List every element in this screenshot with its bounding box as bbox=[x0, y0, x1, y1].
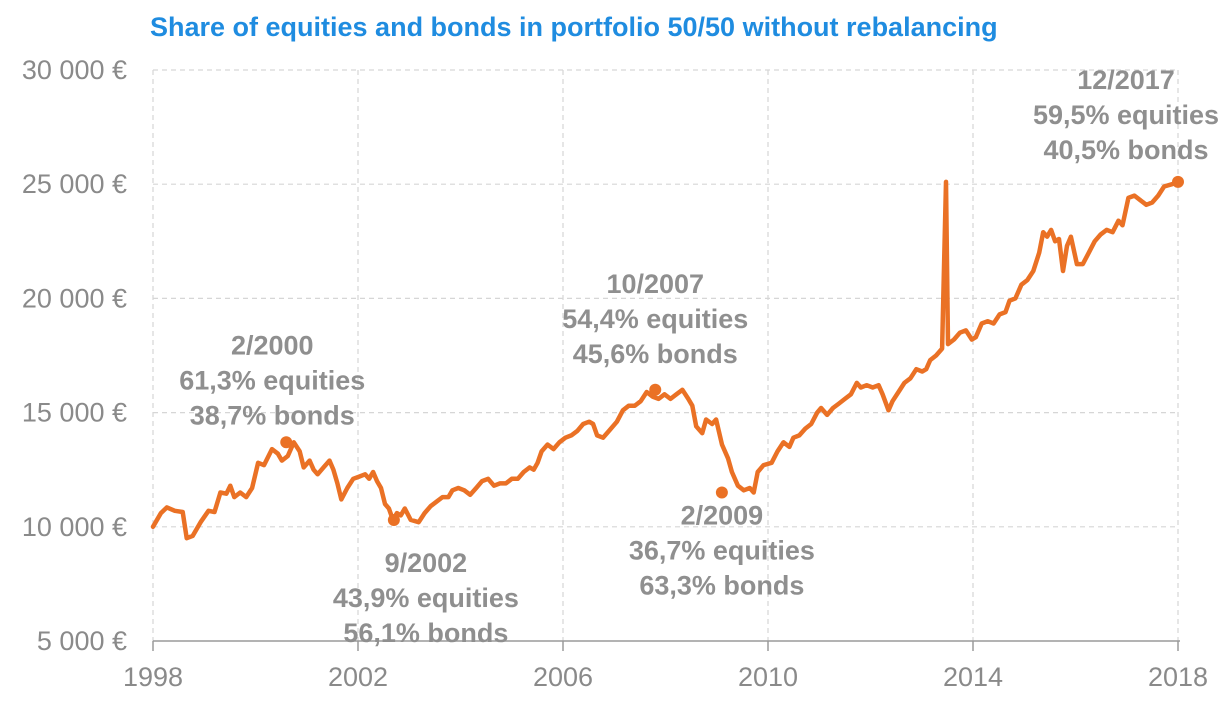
y-axis-ticks: 5 000 € 10 000 € 15 000 € 20 000 € 25 000 € 3… bbox=[22, 55, 127, 656]
y-tick-label: 5 000 € bbox=[37, 626, 127, 656]
x-tick-label: 2002 bbox=[328, 662, 388, 692]
annotations: 2/2000 61,3% equities 38,7% bonds 9/2002 43,… bbox=[179, 65, 1219, 648]
annotation-label: 45,6% bonds bbox=[573, 339, 738, 369]
y-tick-label: 25 000 € bbox=[22, 169, 127, 199]
x-tick-label: 2018 bbox=[1148, 662, 1208, 692]
chart-title: Share of equities and bonds in portfolio… bbox=[150, 12, 998, 42]
annotation-label: 38,7% bonds bbox=[190, 400, 355, 430]
annotation-dot bbox=[1172, 175, 1184, 188]
annotation-label: 63,3% bonds bbox=[639, 571, 804, 601]
annotation-label: 54,4% equities bbox=[562, 304, 748, 334]
y-tick-label: 15 000 € bbox=[22, 398, 127, 428]
annotation-label: 2/2009 bbox=[681, 501, 764, 531]
annotation-label: 59,5% equities bbox=[1033, 100, 1219, 130]
annotation-label: 36,7% equities bbox=[629, 536, 815, 566]
annotation-dot bbox=[387, 513, 400, 526]
annotation-label: 9/2002 bbox=[385, 548, 468, 578]
x-tick-label: 2010 bbox=[738, 662, 798, 692]
y-tick-label: 10 000 € bbox=[22, 512, 127, 542]
annotation-dot bbox=[715, 486, 728, 499]
annotation-label: 61,3% equities bbox=[179, 365, 365, 395]
annotation-label: 10/2007 bbox=[606, 269, 704, 299]
annotation-label: 43,9% equities bbox=[333, 583, 519, 613]
annotation-dot bbox=[649, 383, 662, 396]
x-tick-label: 2014 bbox=[943, 662, 1003, 692]
x-tick-label: 1998 bbox=[123, 662, 183, 692]
annotation-label: 40,5% bonds bbox=[1043, 135, 1208, 165]
y-tick-label: 20 000 € bbox=[22, 283, 127, 313]
annotation-label: 56,1% bonds bbox=[343, 618, 508, 648]
annotation-dot bbox=[280, 436, 293, 449]
series-line-portfolio bbox=[150, 179, 1181, 541]
y-tick-label: 30 000 € bbox=[22, 55, 127, 85]
annotation-label: 12/2017 bbox=[1077, 65, 1175, 95]
annotation-label: 2/2000 bbox=[231, 330, 314, 360]
x-tick-label: 2006 bbox=[533, 662, 593, 692]
x-axis-ticks: 1998 2002 2006 2010 2014 2018 bbox=[123, 641, 1208, 692]
